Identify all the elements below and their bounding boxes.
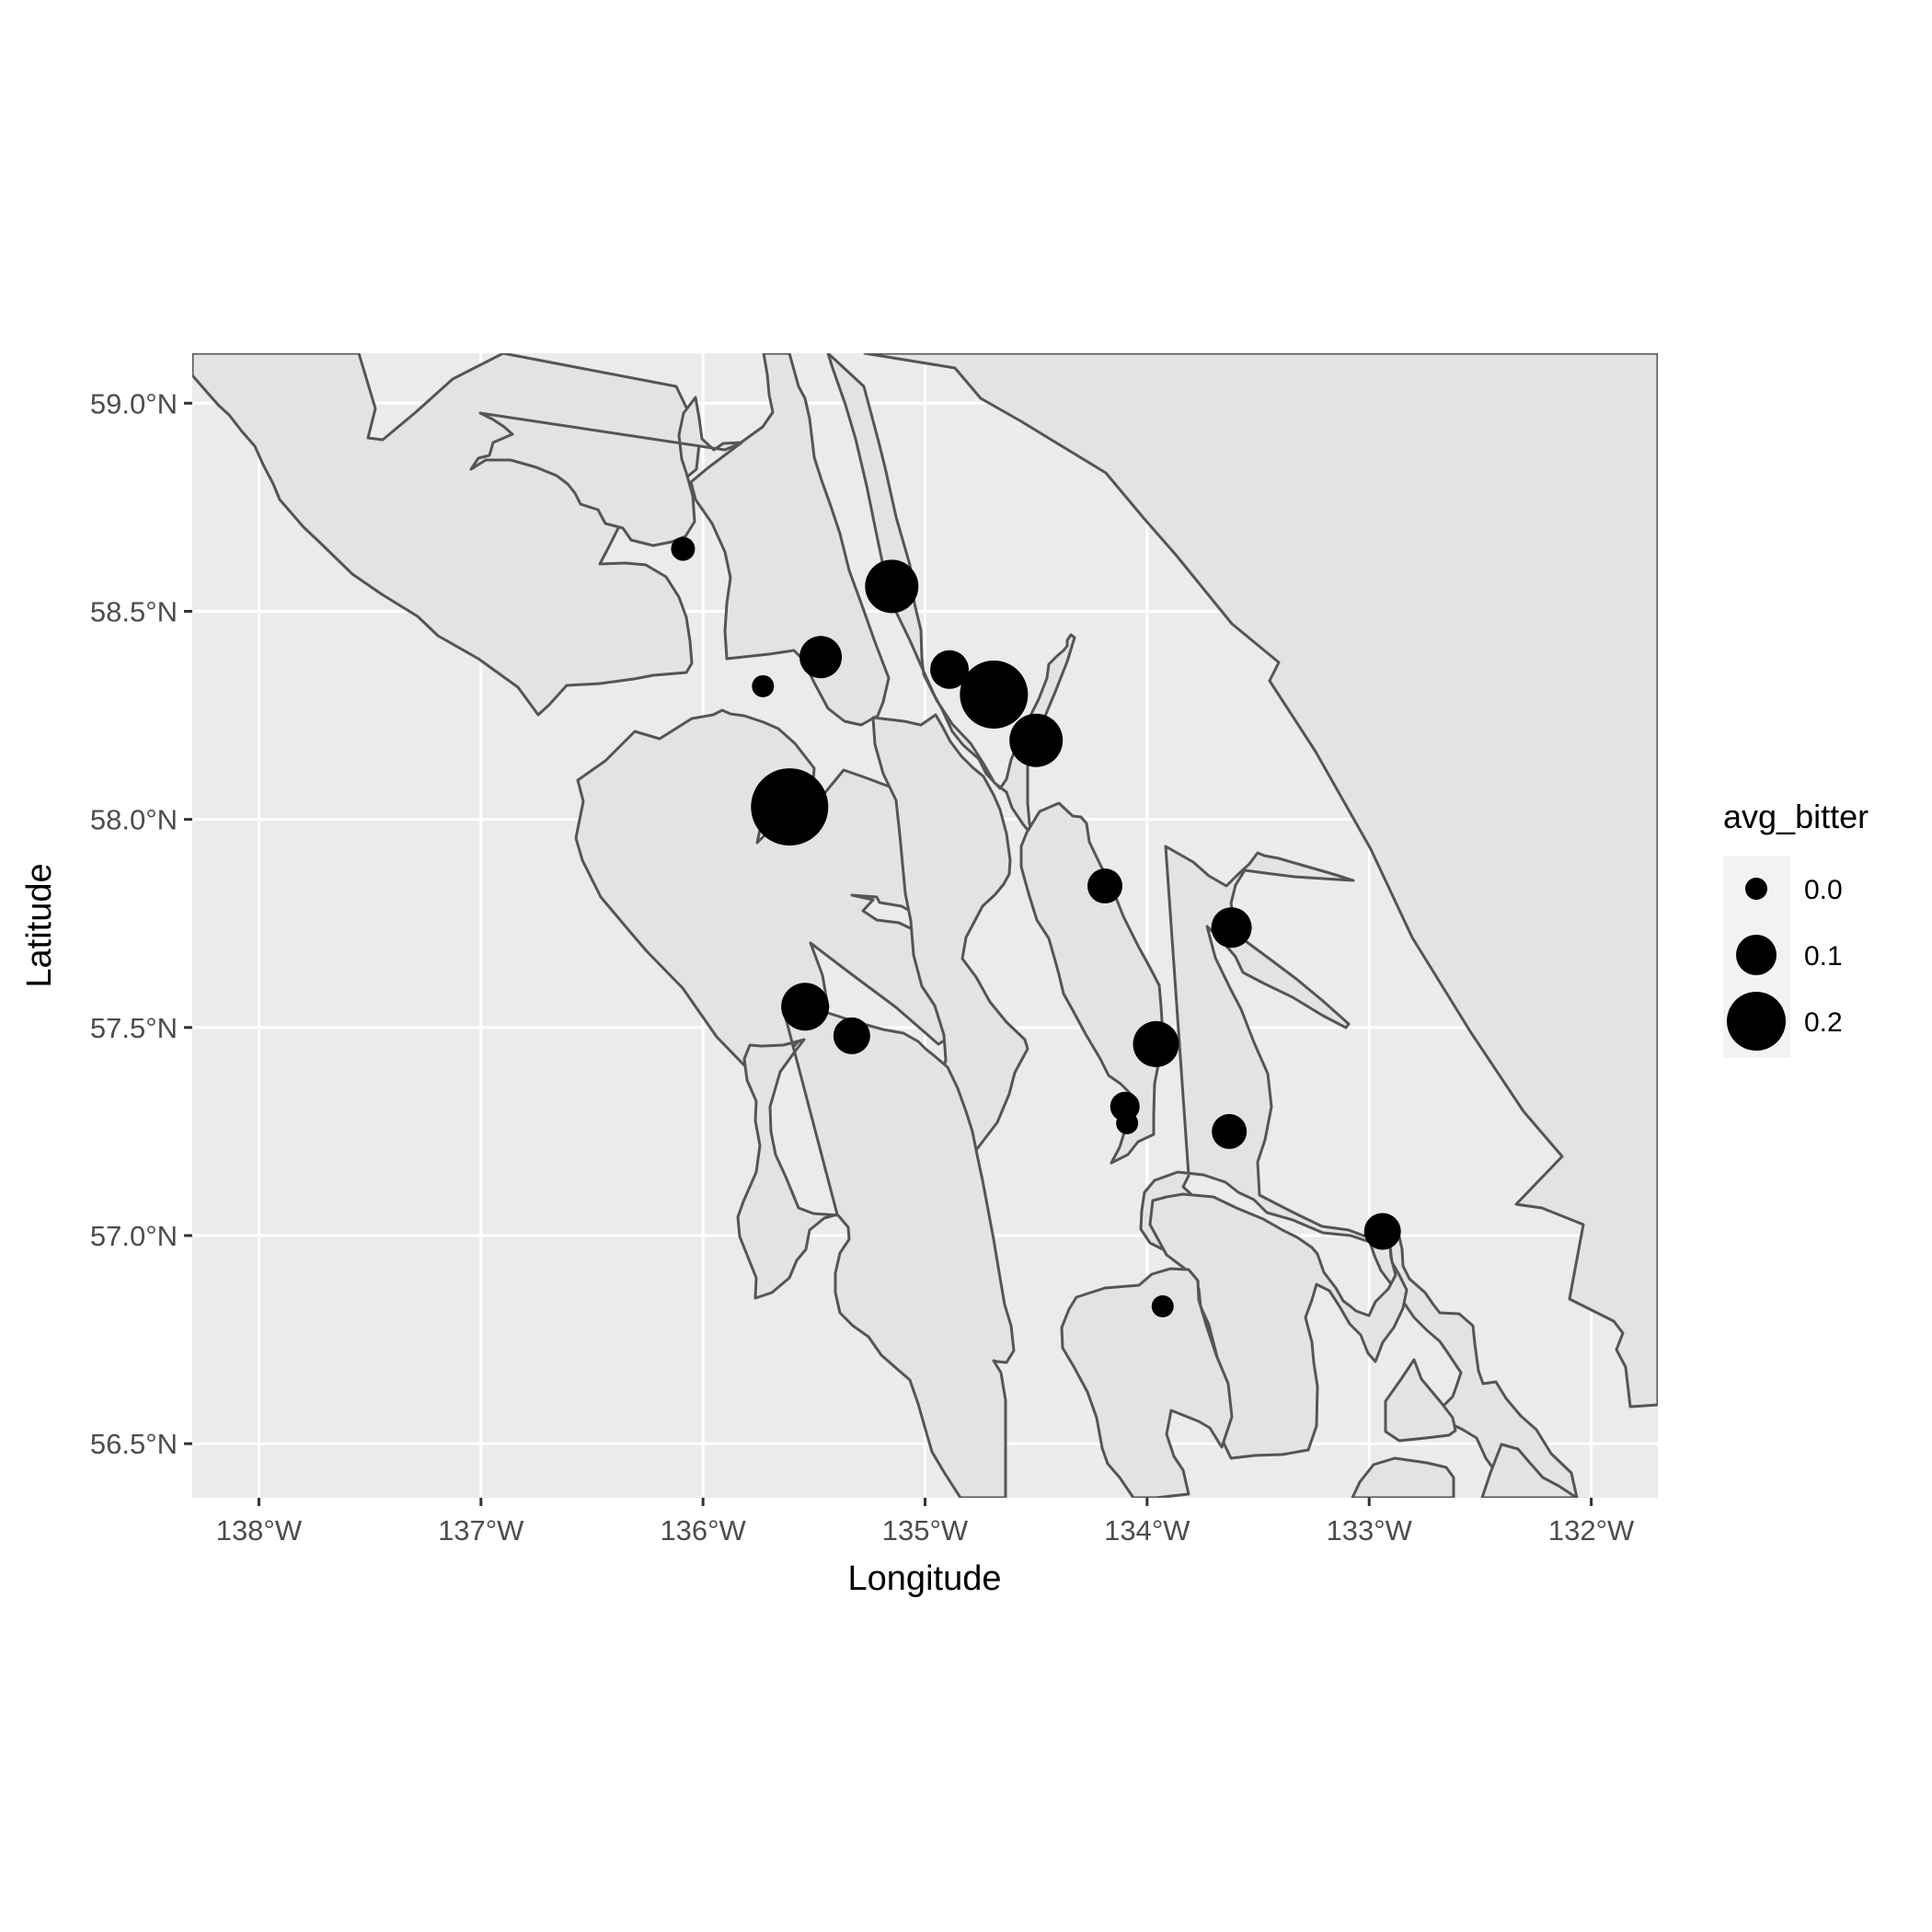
legend-key-0 xyxy=(1745,878,1767,900)
land-lynn-west xyxy=(469,353,891,727)
legend-label-1: 0.1 xyxy=(1804,941,1843,972)
data-point-0 xyxy=(671,536,696,561)
legend-keys: 0.0 0.1 0.2 xyxy=(1727,875,1843,1051)
y-tick-label-3: 58.0°N xyxy=(90,804,178,836)
data-point-6 xyxy=(1009,713,1064,767)
data-point-17 xyxy=(1151,1294,1174,1317)
data-point-15 xyxy=(1212,1113,1248,1149)
data-point-9 xyxy=(1211,907,1252,949)
y-tick-label-5: 59.0°N xyxy=(90,387,178,420)
data-point-4 xyxy=(930,650,970,689)
legend: avg_bitter 0.0 0.1 0.2 xyxy=(1723,798,1869,1058)
legend-key-1 xyxy=(1736,935,1777,975)
land-kuiu xyxy=(1060,1267,1234,1498)
data-point-12 xyxy=(1133,1020,1179,1067)
land-south-island xyxy=(1351,1456,1455,1498)
y-tick-label-4: 58.5°N xyxy=(90,595,178,627)
legend-title: avg_bitter xyxy=(1723,798,1869,835)
data-point-8 xyxy=(1087,868,1123,904)
x-tick-label-4: 134°W xyxy=(1104,1514,1190,1547)
x-axis: 138°W 137°W 136°W 135°W 134°W 133°W 132°W xyxy=(216,1498,1635,1547)
y-axis: 56.5°N 57.0°N 57.5°N 58.0°N 58.5°N 59.0°N xyxy=(90,387,192,1460)
x-tick-label-3: 135°W xyxy=(882,1514,969,1547)
data-point-5 xyxy=(960,660,1029,729)
data-point-7 xyxy=(751,768,829,846)
land-layer xyxy=(192,353,1658,1498)
y-tick-label-1: 57.0°N xyxy=(90,1220,178,1252)
data-point-16 xyxy=(1363,1213,1401,1250)
data-point-14 xyxy=(1116,1111,1139,1134)
x-tick-label-2: 136°W xyxy=(660,1514,746,1547)
land-southeast-islands xyxy=(1384,1358,1457,1443)
y-tick-label-0: 56.5°N xyxy=(90,1428,178,1460)
y-tick-label-2: 57.5°N xyxy=(90,1012,178,1044)
data-point-10 xyxy=(781,983,830,1031)
data-point-1 xyxy=(865,559,919,614)
y-axis-title: Latitude xyxy=(20,863,59,987)
land-south-prince-of-wales xyxy=(1480,1443,1579,1498)
data-point-2 xyxy=(799,636,843,679)
x-axis-title: Longitude xyxy=(848,1559,1002,1598)
legend-label-2: 0.2 xyxy=(1804,1007,1843,1038)
data-point-3 xyxy=(752,674,775,697)
land-admiralty-island xyxy=(871,713,1029,1208)
land-mainland-northeast xyxy=(863,353,1658,1409)
data-point-11 xyxy=(833,1017,870,1054)
legend-key-2 xyxy=(1727,992,1786,1051)
x-tick-label-6: 132°W xyxy=(1548,1514,1635,1547)
land-baranof xyxy=(736,1005,1016,1498)
x-tick-label-0: 138°W xyxy=(216,1514,303,1547)
land-north-range xyxy=(826,353,1076,837)
land-stephens-east xyxy=(1139,845,1579,1498)
x-tick-label-1: 137°W xyxy=(438,1514,524,1547)
points-layer xyxy=(671,536,1401,1317)
x-tick-label-5: 133°W xyxy=(1327,1514,1413,1547)
legend-label-0: 0.0 xyxy=(1804,875,1843,905)
